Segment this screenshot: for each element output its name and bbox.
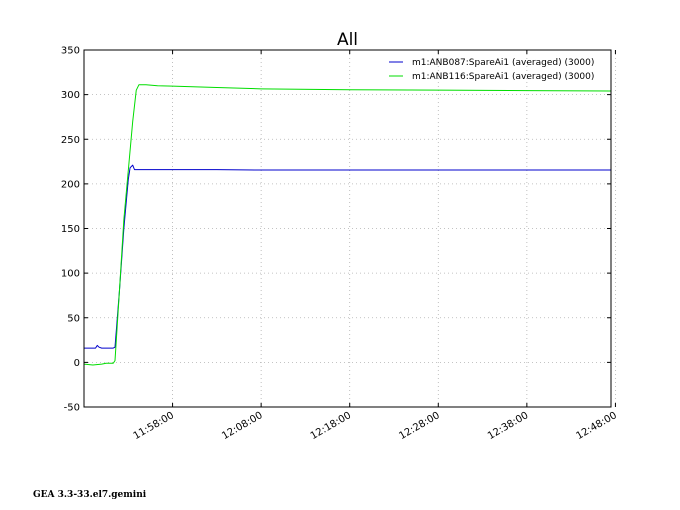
series-line-1 <box>84 164 611 349</box>
y-tick-label: 100 <box>61 269 80 280</box>
y-tick-label: 0 <box>74 358 80 369</box>
x-tick-label: 12:18:00 <box>309 410 353 442</box>
legend: m1:ANB087:SpareAi1 (averaged) (3000) m1:A… <box>389 58 594 82</box>
x-tick-label: 12:38:00 <box>486 410 530 442</box>
plot-area <box>84 50 611 407</box>
y-tick-label: 50 <box>67 313 80 324</box>
y-tick-label: 350 <box>61 46 80 57</box>
legend-label-2: m1:ANB116:SpareAi1 (averaged) (3000) <box>412 72 594 82</box>
y-tick-label: -50 <box>64 403 80 414</box>
y-tick-label: 250 <box>61 135 80 146</box>
x-tick-label: 12:28:00 <box>397 410 441 442</box>
footer-version-label: GEA 3.3-33.el7.gemini <box>33 490 147 500</box>
series-line-2 <box>83 84 612 366</box>
y-tick-label: 150 <box>61 224 80 235</box>
y-tick-label: 200 <box>61 179 80 190</box>
chart-title: All <box>337 30 358 50</box>
series-layer <box>83 84 612 366</box>
x-tick-label: 11:58:00 <box>132 410 176 442</box>
legend-label-1: m1:ANB087:SpareAi1 (averaged) (3000) <box>412 58 594 68</box>
y-tick-label: 300 <box>61 90 80 101</box>
x-tick-label: 12:48:00 <box>575 410 619 442</box>
x-tick-label: 12:08:00 <box>220 410 264 442</box>
